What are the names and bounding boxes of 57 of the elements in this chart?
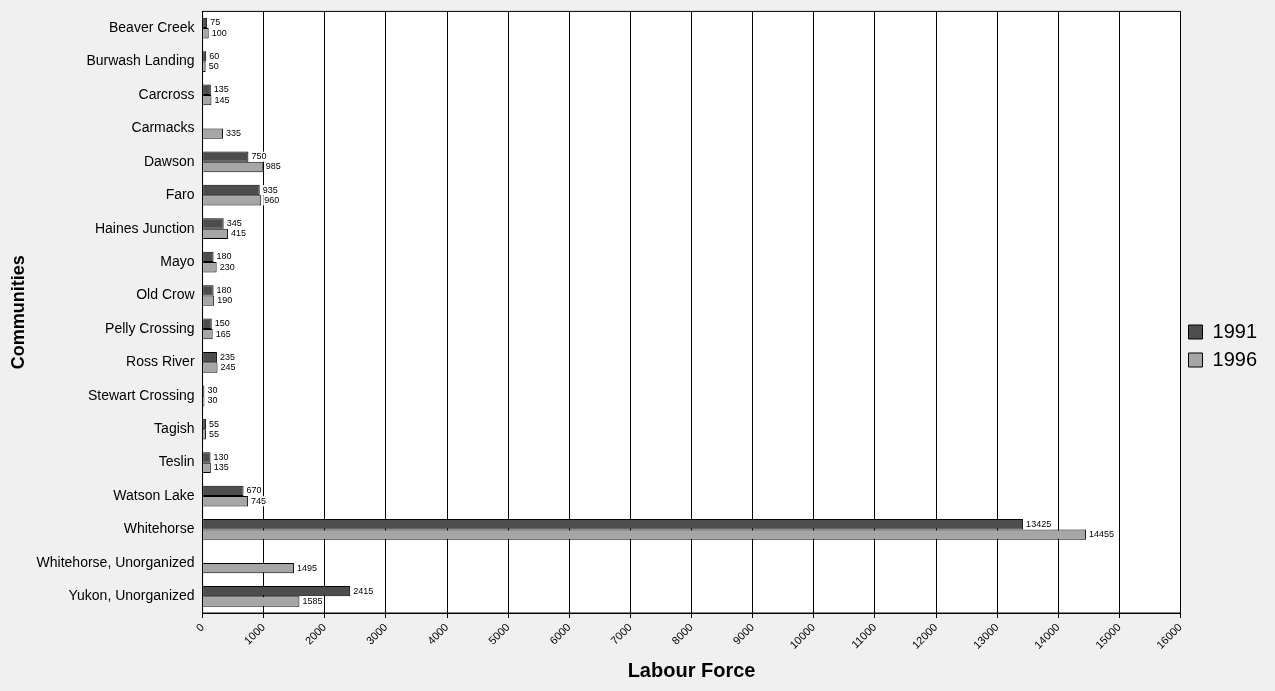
data-label: 145 <box>214 94 230 105</box>
x-axis-title: Labour Force <box>627 658 756 681</box>
y-tick-label: Faro <box>165 186 195 203</box>
data-label: 230 <box>219 261 235 272</box>
data-label: 55 <box>208 418 219 429</box>
data-label: 335 <box>226 128 242 139</box>
data-label: 670 <box>246 485 262 496</box>
data-label: 2415 <box>353 585 374 596</box>
y-tick-label: Whitehorse, Unorganized <box>36 553 195 570</box>
y-tick-label: Yukon, Unorganized <box>68 587 195 604</box>
data-label: 55 <box>208 428 219 439</box>
y-tick-label: Teslin <box>158 453 195 470</box>
y-tick-label: Mayo <box>160 252 195 269</box>
y-tick-label: Haines Junction <box>94 219 195 236</box>
data-label: 985 <box>265 161 281 172</box>
data-label: 935 <box>262 184 278 195</box>
data-label: 100 <box>211 27 227 38</box>
data-label: 14455 <box>1089 529 1115 540</box>
data-label: 165 <box>215 328 231 339</box>
y-tick-label: Stewart Crossing <box>87 386 195 403</box>
y-tick-label: Burwash Landing <box>86 52 195 69</box>
data-label: 130 <box>213 451 229 462</box>
y-tick-label: Pelly Crossing <box>105 319 195 336</box>
data-label: 30 <box>207 385 218 396</box>
data-label: 745 <box>251 495 267 506</box>
data-label: 60 <box>209 50 220 61</box>
y-tick-label: Carmacks <box>131 119 195 136</box>
data-label: 13425 <box>1026 518 1052 529</box>
data-label: 960 <box>264 194 280 205</box>
data-label: 750 <box>251 151 267 162</box>
y-tick-label: Tagish <box>154 420 195 437</box>
data-label: 1585 <box>302 595 323 606</box>
legend-label: 1996 <box>1212 347 1258 370</box>
data-label: 180 <box>216 251 232 262</box>
y-tick-label: Beaver Creek <box>108 18 196 35</box>
y-tick-label: Ross River <box>126 353 195 370</box>
y-tick-label: Old Crow <box>136 286 196 303</box>
data-label: 50 <box>208 61 219 72</box>
data-label: 415 <box>230 228 246 239</box>
data-label: 235 <box>219 351 235 362</box>
data-label: 1495 <box>296 562 317 573</box>
data-label: 135 <box>213 84 229 95</box>
legend-label: 1991 <box>1212 319 1258 342</box>
y-axis-title: Communities <box>7 255 28 370</box>
x-tick-label: 0 <box>193 620 207 634</box>
data-label: 245 <box>220 362 236 373</box>
data-label: 30 <box>207 395 218 406</box>
data-label: 135 <box>213 462 229 473</box>
data-label: 180 <box>216 284 232 295</box>
y-tick-label: Carcross <box>138 85 195 102</box>
data-label: 150 <box>214 318 230 329</box>
y-tick-label: Whitehorse <box>123 520 195 537</box>
y-tick-label: Dawson <box>143 152 195 169</box>
data-label: 190 <box>217 295 233 306</box>
data-label: 345 <box>226 217 242 228</box>
y-tick-label: Watson Lake <box>113 486 195 503</box>
data-label: 75 <box>210 17 221 28</box>
